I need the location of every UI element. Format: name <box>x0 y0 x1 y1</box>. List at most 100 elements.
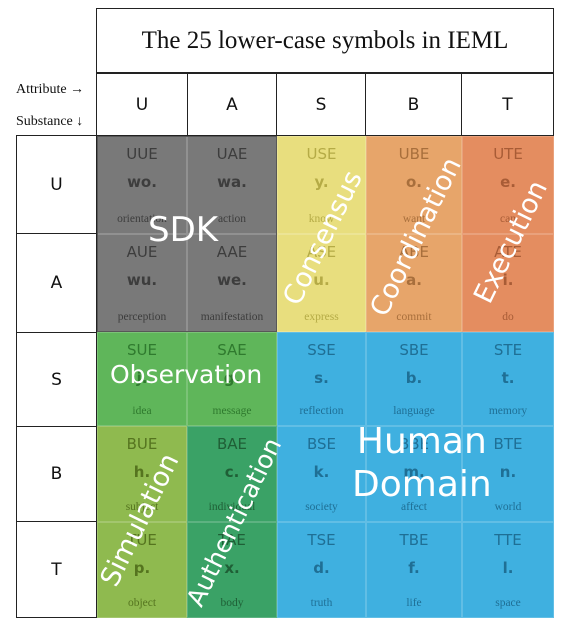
cell-code: TAE <box>218 531 246 549</box>
execution-region <box>462 136 554 332</box>
cell-aae: AAE we. manifestation <box>187 234 277 332</box>
cell-symbol: t. <box>501 369 515 387</box>
cell-symbol: n. <box>499 463 517 481</box>
cell-symbol: j. <box>136 369 148 387</box>
cell-code: TSE <box>307 531 336 549</box>
simulation-region <box>97 426 187 618</box>
cell-tae: TAE x. body <box>187 522 277 618</box>
cell-word: know <box>308 213 335 225</box>
observation-label: Observation <box>110 360 263 389</box>
cell-symbol: wa. <box>217 173 247 191</box>
cell-uue: UUE wo. orientation <box>97 136 187 234</box>
cell-symbol: wu. <box>126 271 158 289</box>
human-domain-label-line2: Domain <box>352 464 492 505</box>
cell-code: BSE <box>306 435 337 453</box>
cell-symbol: a. <box>406 271 422 289</box>
cell-ase: ASE u. express <box>277 234 366 332</box>
cell-code: BTE <box>493 435 523 453</box>
cell-symbol: l. <box>502 559 514 577</box>
cell-symbol: s. <box>314 369 329 387</box>
column-header-a: A <box>187 73 277 136</box>
cell-code: TBE <box>399 531 429 549</box>
sdk-region <box>97 136 277 332</box>
cell-word: action <box>217 213 247 225</box>
cell-code: BAE <box>216 435 248 453</box>
cell-sbe: SBE b. language <box>366 332 462 426</box>
cell-symbol: p. <box>133 559 151 577</box>
cell-code: TUE <box>127 531 157 549</box>
cell-code: AUE <box>126 243 158 261</box>
column-header-b: B <box>365 73 462 136</box>
cell-code: ATE <box>494 243 522 261</box>
authentication-region <box>187 426 277 618</box>
cell-word: truth <box>310 597 333 609</box>
cell-symbol: k. <box>313 463 330 481</box>
cell-code: UTE <box>493 145 523 163</box>
cell-tbe: TBE f. life <box>366 522 462 618</box>
cell-code: SSE <box>307 341 336 359</box>
cell-word: space <box>495 597 521 609</box>
cell-sae: SAE g. message <box>187 332 277 426</box>
cell-symbol: d. <box>313 559 330 577</box>
cell-word: manifestation <box>200 311 264 323</box>
cell-code: USE <box>306 145 337 163</box>
cell-symbol: m. <box>403 463 425 481</box>
cell-word: world <box>494 501 522 513</box>
cell-bte: BTE n. world <box>462 426 554 522</box>
cell-word: memory <box>488 405 528 417</box>
cell-tse: TSE d. truth <box>277 522 366 618</box>
cell-sue: SUE j. idea <box>97 332 187 426</box>
column-header-s: S <box>276 73 366 136</box>
column-header-t: T <box>461 73 554 136</box>
cell-ste: STE t. memory <box>462 332 554 426</box>
cell-word: want <box>402 213 426 225</box>
cell-word: reflection <box>299 405 344 417</box>
cell-word: individual <box>208 501 256 513</box>
cell-ate: ATE i. do <box>462 234 554 332</box>
cell-word: body <box>220 597 244 609</box>
cell-symbol: o. <box>405 173 422 191</box>
cell-symbol: y. <box>314 173 329 191</box>
cell-word: affect <box>401 501 427 513</box>
cell-symbol: b. <box>405 369 423 387</box>
cell-symbol: u. <box>313 271 330 289</box>
row-header-b: B <box>16 426 97 522</box>
cell-word: do <box>502 311 514 323</box>
cell-word: perception <box>117 311 167 323</box>
cell-word: society <box>305 501 338 513</box>
cell-ute: UTE e. can <box>462 136 554 234</box>
attribute-axis-label: Attribute → <box>16 82 85 97</box>
cell-aue: AUE wu. perception <box>97 234 187 332</box>
substance-axis-label: Substance ↓ <box>16 114 84 129</box>
cell-symbol: i. <box>502 271 514 289</box>
cell-code: BBE <box>398 435 430 453</box>
cell-code: SUE <box>127 341 157 359</box>
cell-symbol: we. <box>217 271 247 289</box>
human-domain-label-line1: Human <box>356 421 487 462</box>
cell-code: UBE <box>398 145 430 163</box>
coordination-region <box>366 136 462 332</box>
row-header-t: T <box>16 521 97 618</box>
cell-word: object <box>127 597 157 609</box>
cell-word: can <box>500 213 516 225</box>
row-header-s: S <box>16 332 97 427</box>
human-domain-region <box>277 332 554 618</box>
cell-symbol: c. <box>224 463 240 481</box>
cell-code: ABE <box>398 243 430 261</box>
observation-region <box>97 332 277 426</box>
cell-code: SBE <box>399 341 429 359</box>
cell-word: subject <box>125 501 159 513</box>
cell-word: orientation <box>117 213 167 225</box>
cell-code: UUE <box>126 145 158 163</box>
column-header-u: U <box>96 73 188 136</box>
cell-code: UAE <box>216 145 248 163</box>
cell-code: STE <box>493 341 523 359</box>
cell-code: AAE <box>216 243 248 261</box>
cell-word: language <box>393 405 435 417</box>
row-header-a: A <box>16 233 97 333</box>
cell-sse: SSE s. reflection <box>277 332 366 426</box>
cell-code: TTE <box>494 531 522 549</box>
row-header-u: U <box>16 135 97 234</box>
cell-symbol: x. <box>224 559 240 577</box>
cell-word: life <box>406 597 422 609</box>
